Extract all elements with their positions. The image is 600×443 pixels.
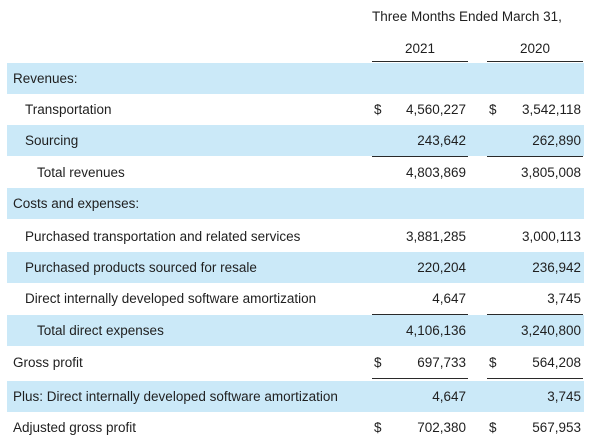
table-row-purchased-transportation: Purchased transportation and related ser…	[7, 221, 584, 252]
amount: 3,881,285	[405, 229, 466, 244]
amount: 262,890	[532, 133, 581, 148]
row-label: Costs and expenses:	[13, 196, 140, 211]
value-2021: 3,881,285	[372, 221, 468, 252]
currency-symbol: $	[374, 355, 382, 370]
row-label: Revenues:	[13, 71, 78, 86]
amount: 564,208	[532, 355, 581, 370]
amount: 220,204	[417, 260, 466, 275]
table-row-purchased-products: Purchased products sourced for resale 22…	[7, 252, 584, 283]
table-row-transportation: Transportation $ 4,560,227 $ 3,542,118	[7, 94, 584, 125]
value-2020: 3,000,113	[487, 221, 583, 252]
value-2020: 3,745	[487, 381, 583, 412]
value-2020: $ 3,542,118	[487, 94, 583, 125]
table-row-total-direct-expenses: Total direct expenses 4,106,136 3,240,80…	[7, 315, 584, 346]
row-label: Purchased transportation and related ser…	[25, 229, 301, 244]
header-underline-2020	[487, 61, 583, 62]
value-2020: 236,942	[487, 252, 583, 283]
value-2020: 262,890	[487, 125, 583, 156]
row-label: Gross profit	[13, 355, 83, 370]
value-2021: 243,642	[372, 125, 468, 156]
value-2020: 3,805,008	[487, 157, 583, 188]
value-2021: $ 4,560,227	[372, 94, 468, 125]
amount: 3,745	[547, 291, 581, 306]
amount: 243,642	[417, 133, 466, 148]
value-2020: 3,745	[487, 283, 583, 314]
amount: 702,380	[417, 420, 466, 435]
table-row-adjusted-gross-profit: Adjusted gross profit $ 702,380 $ 567,95…	[7, 412, 584, 443]
amount: 4,106,136	[405, 323, 466, 338]
header-underline-2021	[372, 61, 468, 62]
amount: 3,805,008	[520, 165, 581, 180]
amount: 567,953	[532, 420, 581, 435]
table-row-plus-software-amortization: Plus: Direct internally developed softwa…	[7, 381, 584, 412]
subtotal-rule-2021	[372, 156, 468, 157]
value-2021: 4,106,136	[372, 315, 468, 346]
row-label: Plus: Direct internally developed softwa…	[13, 389, 338, 404]
table-row-total-revenues: Total revenues 4,803,869 3,805,008	[7, 157, 584, 188]
amount: 3,000,113	[521, 229, 581, 244]
value-2021: 220,204	[372, 252, 468, 283]
subtotal-rule-2021	[372, 314, 468, 315]
value-2020: $ 564,208	[487, 347, 583, 378]
currency-symbol: $	[489, 355, 497, 370]
amount: 4,560,227	[405, 102, 466, 117]
amount: 236,942	[532, 260, 581, 275]
value-2021: 4,647	[372, 283, 468, 314]
value-2021: $ 697,733	[372, 347, 468, 378]
row-label: Total direct expenses	[37, 323, 164, 338]
subtotal-rule-2020	[487, 156, 583, 157]
subtotal-rule-2020	[487, 314, 583, 315]
row-label: Direct internally developed software amo…	[25, 291, 317, 306]
section-heading-revenues: Revenues:	[7, 63, 584, 94]
amount: 697,733	[417, 355, 466, 370]
row-label: Transportation	[25, 102, 112, 117]
value-2020: $ 567,953	[487, 412, 583, 443]
currency-symbol: $	[374, 102, 382, 117]
year-header-2020: 2020	[519, 41, 551, 56]
amount: 4,647	[432, 389, 466, 404]
row-label: Sourcing	[25, 133, 79, 148]
currency-symbol: $	[489, 102, 497, 117]
value-2021: 4,647	[372, 381, 468, 412]
amount: 3,745	[547, 389, 581, 404]
value-2021: 4,803,869	[372, 157, 468, 188]
value-2020: 3,240,800	[487, 315, 583, 346]
table-row-software-amortization: Direct internally developed software amo…	[7, 283, 584, 314]
amount: 4,803,869	[405, 165, 466, 180]
row-label: Purchased products sourced for resale	[25, 260, 257, 275]
amount: 3,240,800	[520, 323, 581, 338]
year-header-2021: 2021	[404, 41, 436, 56]
period-header: Three Months Ended March 31,	[372, 9, 562, 24]
table-row-sourcing: Sourcing 243,642 262,890	[7, 125, 584, 156]
currency-symbol: $	[489, 420, 497, 435]
section-heading-costs-and-expenses: Costs and expenses:	[7, 188, 584, 219]
value-2021: $ 702,380	[372, 412, 468, 443]
amount: 4,647	[432, 291, 466, 306]
row-label: Total revenues	[37, 165, 125, 180]
row-label: Adjusted gross profit	[13, 420, 137, 435]
amount: 3,542,118	[521, 102, 581, 117]
currency-symbol: $	[374, 420, 382, 435]
table-row-gross-profit: Gross profit $ 697,733 $ 564,208	[7, 347, 584, 378]
